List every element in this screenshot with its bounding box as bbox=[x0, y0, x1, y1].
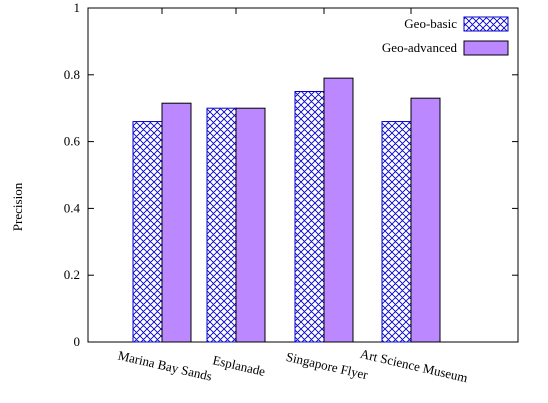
y-tick-label: 0.8 bbox=[64, 67, 80, 82]
bars bbox=[132, 77, 441, 343]
legend-label: Geo-basic bbox=[404, 16, 457, 31]
legend-swatch bbox=[463, 40, 509, 56]
y-tick-label: 0.4 bbox=[64, 200, 81, 215]
y-tick-label: 0.2 bbox=[64, 267, 80, 282]
bar-geo-advanced bbox=[323, 77, 354, 343]
bar-geo-advanced bbox=[161, 102, 192, 343]
legend-swatch bbox=[463, 16, 509, 32]
y-tick-label: 0 bbox=[74, 334, 81, 349]
bar-geo-basic bbox=[206, 107, 237, 343]
x-category-label: Marina Bay Sands bbox=[117, 348, 214, 384]
y-tick-label: 1 bbox=[74, 0, 81, 15]
x-category-label: Esplanade bbox=[211, 352, 267, 379]
y-axis-ticks: 0 0.2 0.4 0.6 0.8 1 bbox=[64, 0, 518, 349]
bar-geo-advanced bbox=[235, 107, 266, 343]
bar-geo-basic bbox=[294, 91, 325, 343]
bar-geo-basic bbox=[381, 121, 412, 343]
y-tick-label: 0.6 bbox=[64, 134, 81, 149]
bar-geo-advanced bbox=[410, 97, 441, 343]
x-category-label: Art Science Museum bbox=[359, 346, 469, 385]
legend-label: Geo-advanced bbox=[382, 40, 458, 55]
y-axis-label: Precision bbox=[10, 182, 25, 231]
bar-geo-basic bbox=[132, 121, 163, 343]
x-category-label: Singapore Flyer bbox=[285, 349, 370, 383]
legend: Geo-basic Geo-advanced bbox=[382, 16, 509, 56]
